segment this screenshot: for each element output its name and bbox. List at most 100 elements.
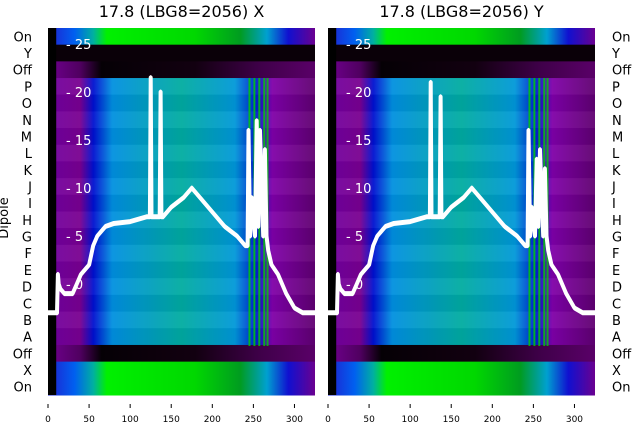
overlay-y-tick: - 20 bbox=[346, 86, 371, 101]
masked-column bbox=[48, 28, 57, 395]
y-axis-label: Dipole bbox=[0, 197, 12, 238]
row-label: L bbox=[612, 147, 620, 162]
heatmap-row bbox=[48, 328, 315, 346]
heatmap-row-shade bbox=[48, 111, 315, 129]
heatmap-row-shade bbox=[48, 294, 315, 312]
heatmap-row bbox=[48, 94, 315, 112]
heatmap-row bbox=[328, 244, 595, 263]
x-tick-label: 150 bbox=[443, 415, 460, 425]
row-label: I bbox=[612, 197, 616, 212]
row-label: C bbox=[23, 297, 32, 312]
overlay-y-tick: - 25 bbox=[66, 38, 91, 53]
x-tick-label: 250 bbox=[245, 415, 262, 425]
overlay-y-tick: - 10 bbox=[66, 182, 91, 197]
heatmap-row bbox=[48, 44, 315, 62]
overlay-line bbox=[328, 82, 595, 316]
heatmap-row bbox=[48, 361, 315, 379]
heatmap-row bbox=[328, 44, 595, 62]
heatmap-row bbox=[48, 244, 315, 263]
row-label: X bbox=[612, 364, 621, 379]
heatmap-row bbox=[328, 344, 595, 363]
x-tick-label: 100 bbox=[402, 415, 419, 425]
heatmap-row bbox=[328, 328, 595, 346]
heatmap-row-shade bbox=[328, 261, 595, 279]
row-label: Y bbox=[611, 47, 620, 62]
heatmap-row bbox=[48, 28, 315, 46]
heatmap-row bbox=[328, 78, 595, 96]
x-tick-label: 100 bbox=[122, 415, 139, 425]
heatmap-row-shade bbox=[328, 228, 595, 245]
heatmap-row-shade bbox=[328, 111, 595, 129]
heatmap-row bbox=[328, 94, 595, 112]
heatmap-row bbox=[48, 344, 315, 363]
heatmap-row-shade bbox=[328, 278, 595, 295]
row-label: B bbox=[612, 314, 621, 329]
heatmap-row bbox=[48, 78, 315, 96]
overlay-y-tick: - 25 bbox=[346, 38, 371, 53]
chart-title: 17.8 (LBG8=2056) Y bbox=[379, 2, 544, 21]
x-tick-label: 50 bbox=[83, 415, 95, 425]
row-label: X bbox=[23, 364, 32, 379]
row-label: M bbox=[21, 130, 32, 145]
x-tick-label: 0 bbox=[45, 415, 51, 425]
x-tick-label: 200 bbox=[204, 415, 221, 425]
x-tick-label: 250 bbox=[525, 415, 542, 425]
overlay-y-tick: - 20 bbox=[66, 86, 91, 101]
overlay-y-tick: - 5 bbox=[346, 230, 363, 245]
row-label: O bbox=[22, 97, 32, 112]
row-label: C bbox=[612, 297, 621, 312]
overlay-y-tick: - 5 bbox=[66, 230, 83, 245]
overlay-y-tick: - 10 bbox=[346, 182, 371, 197]
x-tick-label: 200 bbox=[484, 415, 501, 425]
row-label: Y bbox=[23, 47, 32, 62]
heatmap-row bbox=[328, 261, 595, 279]
row-label: On bbox=[612, 30, 630, 45]
heatmap-row-shade bbox=[328, 244, 595, 262]
row-label: On bbox=[612, 381, 630, 396]
row-label: D bbox=[612, 281, 622, 296]
heatmap-row bbox=[328, 278, 595, 296]
heatmap-row bbox=[48, 378, 315, 396]
row-label: P bbox=[612, 80, 620, 95]
row-label: G bbox=[612, 231, 622, 246]
row-label: Off bbox=[612, 64, 632, 79]
row-label: On bbox=[14, 381, 32, 396]
heatmap-row bbox=[328, 361, 595, 379]
row-label: B bbox=[23, 314, 32, 329]
chart-title: 17.8 (LBG8=2056) X bbox=[99, 2, 265, 21]
heatmap-row-shade bbox=[48, 328, 315, 345]
row-label: H bbox=[612, 214, 622, 229]
row-label: D bbox=[22, 281, 32, 296]
heatmap-row-shade bbox=[48, 94, 315, 112]
row-label: K bbox=[23, 164, 32, 179]
row-label: E bbox=[24, 264, 32, 279]
row-label: N bbox=[22, 114, 32, 129]
heatmap-row-shade bbox=[328, 311, 595, 329]
row-label: A bbox=[612, 331, 621, 346]
row-label: Off bbox=[13, 64, 33, 79]
heatmap-row bbox=[328, 61, 595, 79]
heatmap-row bbox=[48, 111, 315, 129]
heatmap-row-shade bbox=[328, 78, 595, 95]
heatmap-row bbox=[328, 111, 595, 129]
row-label: P bbox=[24, 80, 32, 95]
row-label: K bbox=[612, 164, 621, 179]
x-tick-label: 150 bbox=[163, 415, 180, 425]
heatmap-row-shade bbox=[328, 161, 595, 179]
heatmap-row bbox=[48, 311, 315, 329]
overlay-y-tick: - 15 bbox=[66, 134, 91, 149]
heatmap-row-shade bbox=[328, 94, 595, 112]
row-label: H bbox=[22, 214, 32, 229]
heatmap-row-shade bbox=[48, 211, 315, 229]
row-label: Off bbox=[612, 347, 632, 362]
heatmap-row bbox=[48, 261, 315, 279]
row-label: A bbox=[23, 331, 32, 346]
row-label: O bbox=[612, 97, 622, 112]
row-label: Off bbox=[13, 347, 33, 362]
overlay-line bbox=[48, 78, 315, 316]
heatmap-row bbox=[328, 294, 595, 313]
